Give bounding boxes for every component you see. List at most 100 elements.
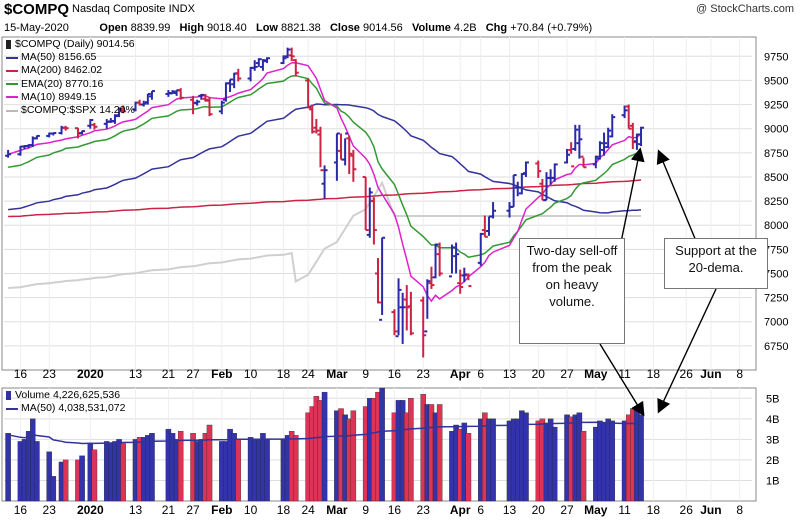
volume-bar	[206, 424, 213, 502]
volume-bar	[465, 433, 472, 502]
volume-tick-label: 5B	[766, 393, 779, 405]
date-tick-label: 16	[388, 367, 402, 381]
date-tick-label: 16	[14, 503, 28, 517]
date-tick-label: 13	[129, 367, 143, 381]
volume-bar	[609, 420, 616, 502]
date-tick-label: 21	[162, 503, 176, 517]
open-value: 8839.99	[130, 22, 171, 34]
support-vol-arrow	[657, 288, 717, 414]
date-tick-label: 24	[301, 503, 315, 517]
volume-bar	[638, 414, 644, 502]
date-tick-label: May	[584, 367, 608, 381]
volume-bar	[120, 443, 126, 502]
low-value: 8821.38	[281, 22, 321, 34]
price-legend-entry: MA(50) 8156.65	[6, 51, 135, 64]
date-tick-label: 10	[244, 503, 258, 517]
price-tick-label: 8250	[764, 196, 788, 208]
price-tick-label: 8000	[764, 220, 788, 232]
volume-bar	[50, 476, 57, 502]
close-value: 9014.56	[363, 22, 403, 34]
price-legend-entry: EMA(20) 8770.16	[6, 78, 135, 91]
selloff-vol-arrow	[599, 343, 645, 417]
volume-legend-swatch	[6, 391, 11, 401]
date-tick-label: 2020	[77, 503, 104, 517]
date-tick-label: 23	[417, 503, 431, 517]
date-tick-label: 11	[618, 503, 631, 517]
volume-legend-swatch	[6, 407, 18, 410]
close-label: Close	[329, 22, 360, 34]
date-tick-label: Jun	[700, 367, 721, 381]
index-name: Nasdaq Composite	[72, 3, 166, 15]
price-tick-label: 9750	[764, 51, 788, 63]
price-legend-swatch	[6, 70, 18, 72]
quote-line: 15-May-2020 Open 8839.99 High 9018.40 Lo…	[4, 22, 592, 34]
ratio-line-group	[8, 180, 641, 289]
volume-bar	[379, 387, 385, 502]
price-legend-label: $COMPQ (Daily) 9014.56	[15, 38, 135, 50]
date-tick-label: 18	[647, 503, 661, 517]
date-tick-label: 20	[532, 503, 546, 517]
date-tick-label: 18	[277, 367, 291, 381]
price-tick-label: 7750	[764, 244, 788, 256]
volume-bar	[551, 426, 558, 502]
quote-date: 15-May-2020	[4, 22, 69, 34]
price-legend-swatch	[6, 40, 11, 50]
price-legend-label: MA(10) 8949.15	[21, 90, 97, 103]
price-legend-label: MA(50) 8156.65	[21, 51, 97, 64]
volume-ma-line	[7, 421, 642, 445]
volume-label: Volume	[411, 22, 451, 34]
price-legend-swatch	[6, 96, 18, 99]
volume-tick-label: 3B	[766, 434, 779, 446]
date-tick-label: Mar	[326, 503, 348, 517]
volume-bar	[321, 391, 328, 502]
volume-bar	[62, 459, 69, 502]
date-tick-label: 23	[417, 367, 431, 381]
volume-bar	[264, 439, 270, 502]
date-tick-label: 13	[503, 503, 517, 517]
price-legend-entry: $COMPQ:$SPX 14.20%	[6, 104, 135, 117]
price-legend-entry: MA(10) 8949.15	[6, 91, 135, 104]
volume-axis-labels: 1B 2B 3B 4B 5B	[766, 393, 779, 487]
ratio-line	[8, 180, 641, 289]
chart-subtitle: Nasdaq Composite INDX	[72, 3, 195, 15]
volume-bar	[436, 404, 443, 502]
price-tick-label: 7500	[764, 268, 788, 280]
volume-bar	[293, 435, 299, 502]
date-tick-label: 20	[532, 367, 546, 381]
price-tick-label: 8500	[764, 172, 788, 184]
price-legend-label: MA(200) 8462.02	[21, 64, 103, 77]
volume-bar	[5, 433, 11, 502]
date-tick-label: 13	[129, 503, 143, 517]
exchange-label: INDX	[168, 3, 195, 15]
volume-value: 4.2B	[453, 22, 477, 34]
chart-symbol: $COMPQ	[4, 1, 70, 18]
volume-tick-label: 2B	[766, 455, 779, 467]
price-tick-label: 9500	[764, 75, 788, 87]
date-tick-label: 13	[503, 367, 517, 381]
volume-legend-label: Volume 4,226,625,536	[15, 389, 121, 401]
chg-label: Chg	[485, 22, 508, 34]
volume-legend-entry: Volume 4,226,625,536	[6, 389, 126, 402]
date-tick-label: 6	[477, 367, 484, 381]
ema20-line	[7, 74, 642, 258]
price-axis-labels: 6750 7000 7250 7500 7750 8000 8250 8500 8750 9000…	[764, 51, 788, 353]
date-tick-label: 8	[736, 503, 743, 517]
price-tick-label: 9250	[764, 100, 788, 112]
date-tick-label: 16	[14, 367, 28, 381]
volume-bar	[149, 433, 155, 502]
price-legend-swatch	[6, 109, 18, 112]
date-tick-label: Apr	[450, 503, 471, 517]
date-tick-label: 18	[277, 503, 291, 517]
date-tick-label: 2020	[77, 367, 104, 381]
moving-averages-group	[7, 62, 642, 303]
date-tick-label: 27	[186, 503, 200, 517]
volume-bar	[34, 441, 40, 502]
volume-legend-entry: MA(50) 4,038,531,072	[6, 402, 126, 415]
date-tick-label: Feb	[211, 503, 232, 517]
date-tick-label: 18	[647, 367, 661, 381]
volume-legend-label: MA(50) 4,038,531,072	[21, 402, 126, 415]
high-label: High	[179, 22, 204, 34]
date-tick-label: 24	[301, 367, 315, 381]
date-tick-label: 6	[477, 503, 484, 517]
